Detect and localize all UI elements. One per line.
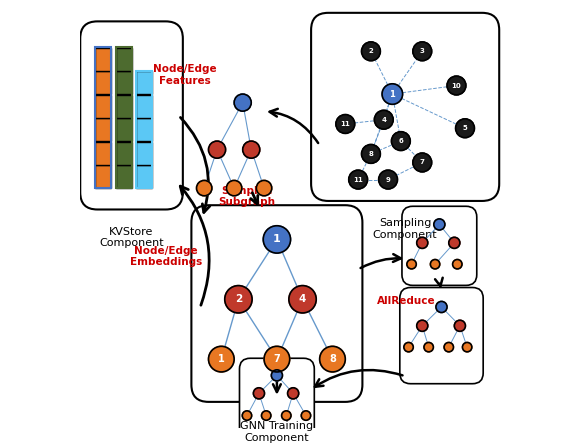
Bar [116, 166, 132, 188]
Bar [116, 119, 132, 141]
Text: KVStore
Component: KVStore Component [99, 226, 164, 248]
FancyBboxPatch shape [402, 206, 477, 285]
Bar [95, 71, 112, 94]
Circle shape [209, 141, 226, 158]
Text: 11: 11 [353, 177, 363, 182]
Text: 2: 2 [369, 48, 373, 54]
Circle shape [282, 411, 291, 420]
Text: 5: 5 [463, 125, 467, 131]
Text: 8: 8 [329, 354, 336, 364]
Circle shape [264, 346, 290, 372]
FancyBboxPatch shape [239, 358, 315, 439]
Bar [95, 95, 112, 118]
Text: Node/Edge
Features: Node/Edge Features [153, 64, 217, 86]
Text: 4: 4 [381, 117, 386, 123]
Circle shape [301, 411, 310, 420]
Circle shape [362, 144, 380, 163]
Circle shape [453, 259, 462, 269]
Bar [116, 47, 132, 188]
Circle shape [447, 76, 466, 95]
Text: 7: 7 [273, 354, 280, 364]
Circle shape [320, 346, 345, 372]
Bar [116, 142, 132, 165]
Text: 1: 1 [389, 90, 395, 99]
Circle shape [430, 259, 440, 269]
Circle shape [455, 320, 466, 331]
Circle shape [424, 342, 433, 352]
Bar [95, 48, 112, 71]
Circle shape [336, 115, 355, 133]
Circle shape [413, 42, 432, 61]
Circle shape [417, 320, 428, 331]
Bar [136, 71, 152, 188]
FancyBboxPatch shape [80, 21, 183, 210]
Circle shape [382, 84, 403, 104]
Circle shape [253, 388, 265, 399]
Circle shape [234, 94, 251, 111]
Circle shape [436, 301, 447, 313]
Circle shape [262, 411, 271, 420]
Circle shape [289, 285, 316, 313]
Text: 8: 8 [369, 151, 373, 157]
Circle shape [417, 237, 428, 248]
Circle shape [444, 342, 453, 352]
FancyBboxPatch shape [191, 205, 362, 402]
Bar [95, 166, 112, 188]
Circle shape [256, 180, 272, 196]
Text: 11: 11 [340, 121, 350, 127]
Text: 9: 9 [386, 177, 390, 182]
Circle shape [456, 119, 475, 138]
Text: 1: 1 [218, 354, 225, 364]
Text: 2: 2 [235, 294, 242, 304]
Bar [95, 142, 112, 165]
Text: Node/Edge
Embeddings: Node/Edge Embeddings [129, 246, 202, 267]
Circle shape [271, 370, 282, 381]
Circle shape [288, 388, 299, 399]
Circle shape [263, 226, 290, 253]
Bar [116, 71, 132, 94]
FancyBboxPatch shape [400, 288, 483, 384]
Text: Sampled
Subgraph: Sampled Subgraph [219, 186, 275, 207]
Text: 7: 7 [420, 159, 425, 166]
Circle shape [209, 346, 234, 372]
Text: 10: 10 [452, 83, 462, 88]
Circle shape [404, 342, 413, 352]
Circle shape [413, 153, 432, 172]
Circle shape [226, 180, 242, 196]
Bar [136, 71, 152, 94]
Bar [116, 95, 132, 118]
Circle shape [243, 141, 260, 158]
Bar [95, 119, 112, 141]
Text: 3: 3 [420, 48, 425, 54]
Text: 4: 4 [299, 294, 306, 304]
Circle shape [449, 237, 460, 248]
Bar [136, 95, 152, 118]
Bar [136, 119, 152, 141]
Circle shape [225, 285, 252, 313]
Circle shape [196, 180, 212, 196]
Bar [116, 48, 132, 71]
Text: 6: 6 [399, 138, 403, 144]
Circle shape [392, 132, 410, 151]
Circle shape [434, 219, 445, 230]
Bar [136, 142, 152, 165]
Text: 1: 1 [273, 234, 281, 244]
FancyBboxPatch shape [311, 13, 499, 201]
Circle shape [407, 259, 416, 269]
Circle shape [375, 110, 393, 129]
Circle shape [362, 42, 380, 61]
Circle shape [349, 170, 368, 189]
Circle shape [242, 411, 252, 420]
Text: AllReduce: AllReduce [377, 297, 436, 306]
Text: Sampling
Component: Sampling Component [373, 218, 437, 240]
Bar [95, 47, 112, 188]
Circle shape [462, 342, 472, 352]
Circle shape [379, 170, 397, 189]
Bar [136, 166, 152, 188]
Text: GNN Training
Component: GNN Training Component [240, 421, 313, 443]
